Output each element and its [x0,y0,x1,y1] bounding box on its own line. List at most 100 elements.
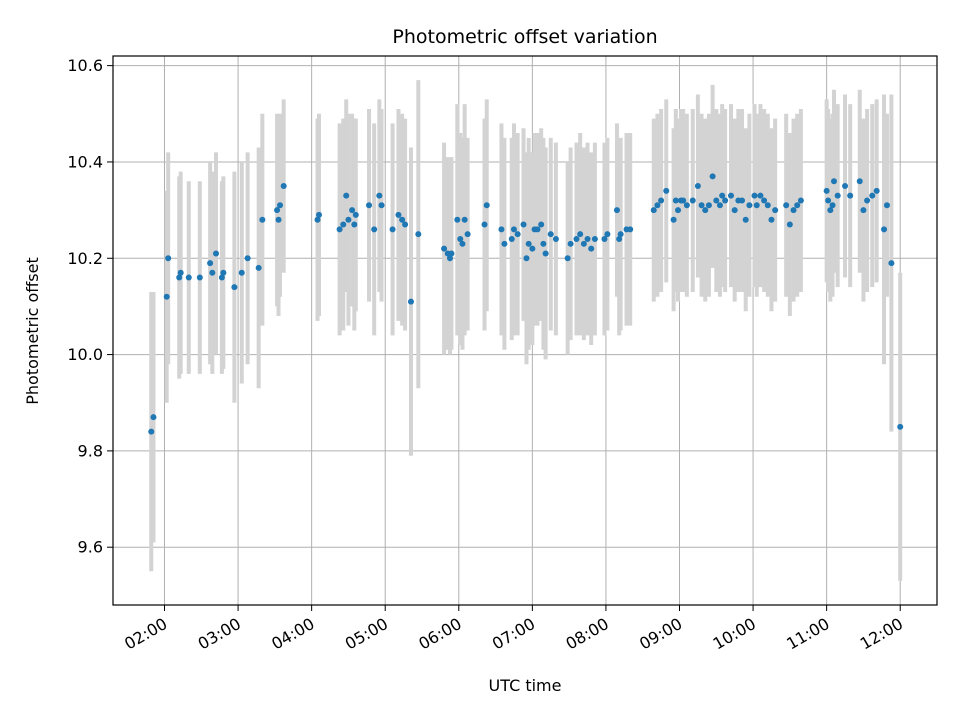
data-point [827,207,834,214]
data-point [376,192,383,199]
data-point [616,236,623,242]
data-point [481,221,488,228]
data-point [757,192,764,199]
data-point [280,183,287,190]
y-tick-label: 9.6 [78,538,103,557]
data-point [675,207,682,214]
y-tick-label: 9.8 [78,441,103,460]
data-point [573,236,580,242]
data-point [542,250,549,257]
data-point [790,207,797,214]
data-point [457,236,464,242]
data-point [340,221,347,228]
data-point [163,293,170,300]
data-point [464,231,471,238]
data-point [627,226,634,233]
y-tick-label: 10.6 [67,56,103,75]
data-point [694,183,701,190]
data-point [148,428,155,435]
data-point [873,187,880,194]
data-point [897,423,904,430]
data-point [231,284,238,291]
plot-frame [112,55,938,606]
data-point [689,197,696,204]
data-point [534,226,541,233]
data-point [702,207,709,214]
data-point [869,192,876,199]
data-point [881,226,888,233]
data-point [698,202,705,209]
data-point [407,298,414,305]
data-point [567,240,574,247]
data-point [761,197,768,204]
data-point [213,250,219,257]
data-point [658,197,665,204]
data-point [501,240,508,247]
data-point [783,202,790,209]
data-point [751,192,758,199]
data-point [525,240,532,247]
y-axis-label: Photometric offset [23,257,42,405]
data-point [591,236,598,242]
data-point [564,255,571,262]
data-point [351,221,358,228]
data-point [823,187,830,194]
data-point [316,211,322,218]
data-point [709,173,716,180]
data-point [719,192,726,199]
data-point [209,269,216,276]
data-point [786,221,793,228]
data-point [349,207,356,214]
data-point [510,226,517,233]
data-point [883,202,890,209]
y-tick-label: 10.4 [67,152,103,171]
data-point [255,264,262,271]
data-point [366,202,373,209]
data-point [441,245,448,252]
data-point [768,216,775,223]
data-point [259,216,266,223]
x-axis-label: UTC time [489,676,562,695]
data-point [705,202,712,209]
data-point [448,250,455,257]
data-point [856,178,863,185]
data-point [753,202,760,209]
data-point [454,216,461,223]
y-tick-label: 10.0 [67,345,103,364]
data-point [207,260,214,267]
data-point [538,221,545,228]
data-point [547,231,554,238]
data-point [663,187,670,194]
data-point [275,216,282,223]
data-point [683,202,690,209]
data-point [864,197,871,204]
data-point [764,202,771,209]
data-point [654,202,661,209]
data-point [742,216,749,223]
data-point [842,183,849,190]
data-point [459,240,466,247]
data-point [461,216,468,223]
data-point [399,216,406,223]
data-point [352,211,359,218]
data-point [150,414,157,421]
data-point [829,202,836,209]
data-point [402,221,409,228]
data-point [680,197,687,204]
y-axis-ticks: 9.6 9.8 10.0 10.2 10.4 10.6 [67,56,113,557]
data-point [613,207,620,214]
data-point [601,236,608,242]
data-point [395,211,402,218]
data-point [277,202,284,209]
data-point [577,231,584,238]
data-point [746,202,753,209]
data-point [523,255,530,262]
data-point [389,226,396,233]
data-point [238,269,245,276]
data-point [716,202,723,209]
data-point [446,255,453,262]
data-point [274,207,281,214]
data-point [483,202,490,209]
data-point [580,240,587,247]
data-point [345,216,352,223]
